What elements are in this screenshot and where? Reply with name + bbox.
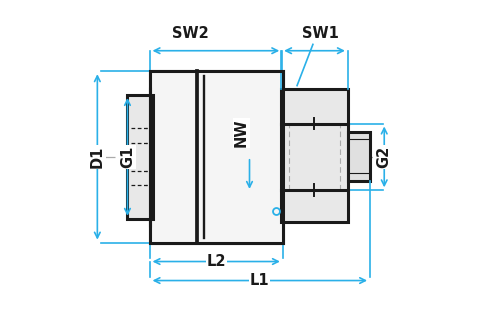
Text: L1: L1 — [250, 273, 270, 288]
Text: NW: NW — [234, 119, 249, 147]
Bar — [348, 132, 370, 181]
Bar — [150, 71, 283, 243]
Text: L2: L2 — [206, 254, 226, 269]
Text: SW2: SW2 — [172, 26, 209, 41]
Bar — [281, 89, 348, 222]
Text: G2: G2 — [377, 146, 392, 168]
Bar — [150, 71, 283, 243]
Bar — [128, 95, 153, 219]
Text: G1: G1 — [120, 146, 135, 168]
Bar — [150, 71, 283, 243]
Text: SW1: SW1 — [302, 26, 339, 41]
Text: D1: D1 — [90, 146, 105, 168]
